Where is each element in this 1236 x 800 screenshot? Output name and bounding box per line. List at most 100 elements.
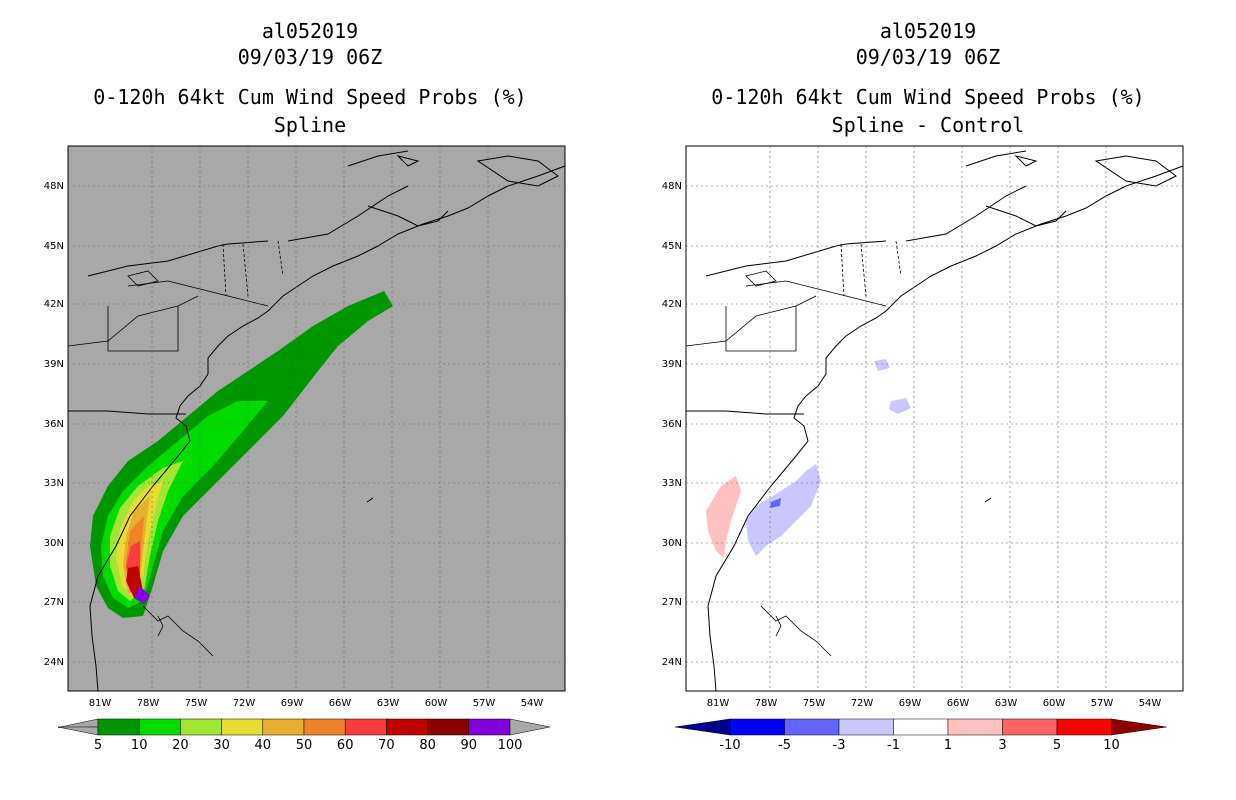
colorbar-label: 3 bbox=[998, 738, 1006, 753]
lon-label-57W: 57W bbox=[473, 698, 496, 709]
left-datetime: 09/03/19 06Z bbox=[237, 45, 383, 69]
lat-label-30N: 30N bbox=[44, 538, 64, 549]
colorbar-label: 10 bbox=[131, 738, 148, 753]
lon-label-54W: 54W bbox=[521, 698, 544, 709]
lon-label-57W: 57W bbox=[1091, 698, 1114, 709]
left-lat-labels: 48N 45N 42N 39N 36N 33N 30N 27N 24N bbox=[44, 181, 64, 668]
colorbar-swatch bbox=[97, 718, 140, 736]
colorbar-swatch bbox=[1056, 718, 1112, 736]
lat-label-36N: 36N bbox=[44, 419, 64, 430]
left-gridlines bbox=[68, 146, 565, 691]
lat-label-42N: 42N bbox=[662, 299, 682, 310]
colorbar-swatch bbox=[838, 718, 894, 736]
colorbar-swatch bbox=[893, 718, 949, 736]
left-lon-labels: 81W 78W 75W 72W 69W 66W 63W 60W 57W 54W bbox=[89, 698, 544, 709]
left-map bbox=[67, 145, 566, 692]
lon-label-63W: 63W bbox=[995, 698, 1018, 709]
lat-label-39N: 39N bbox=[44, 359, 64, 370]
colorbar-swatch bbox=[784, 718, 840, 736]
right-datetime: 09/03/19 06Z bbox=[855, 45, 1001, 69]
lon-label-72W: 72W bbox=[233, 698, 256, 709]
diff-pos-1 bbox=[706, 476, 741, 558]
lat-label-45N: 45N bbox=[662, 241, 682, 252]
lat-label-24N: 24N bbox=[44, 657, 64, 668]
colorbar-label: 5 bbox=[1053, 738, 1061, 753]
lon-label-78W: 78W bbox=[137, 698, 160, 709]
lon-label-69W: 69W bbox=[899, 698, 922, 709]
colorbar-label: 90 bbox=[461, 738, 478, 753]
left-product: 0-120h 64kt Cum Wind Speed Probs (%) bbox=[93, 85, 527, 109]
right-gridlines bbox=[686, 146, 1183, 691]
colorbar-label: 100 bbox=[498, 738, 523, 753]
right-product: 0-120h 64kt Cum Wind Speed Probs (%) bbox=[711, 85, 1145, 109]
lat-label-33N: 33N bbox=[662, 478, 682, 489]
colorbar-swatch bbox=[427, 718, 470, 736]
lat-label-39N: 39N bbox=[662, 359, 682, 370]
colorbar-swatch bbox=[386, 718, 428, 736]
left-subtitle: Spline bbox=[273, 113, 347, 137]
left-title: al052019 09/03/19 06Z 0-120h 64kt Cum Wi… bbox=[60, 18, 560, 138]
colorbar-swatch bbox=[1002, 718, 1058, 736]
right-lat-labels: 48N 45N 42N 39N 36N 33N 30N 27N 24N bbox=[662, 181, 682, 668]
colorbar-swatch bbox=[221, 718, 264, 736]
prob-5 bbox=[90, 291, 393, 618]
lat-label-45N: 45N bbox=[44, 241, 64, 252]
colorbar-swatch bbox=[729, 718, 785, 736]
right-storm-id: al052019 bbox=[879, 19, 977, 43]
lon-label-72W: 72W bbox=[851, 698, 874, 709]
lon-label-81W: 81W bbox=[707, 698, 730, 709]
lat-label-27N: 27N bbox=[662, 597, 682, 608]
right-title: al052019 09/03/19 06Z 0-120h 64kt Cum Wi… bbox=[678, 18, 1178, 138]
lon-label-75W: 75W bbox=[803, 698, 826, 709]
colorbar-swatch bbox=[262, 718, 305, 736]
lon-label-75W: 75W bbox=[185, 698, 208, 709]
lon-label-60W: 60W bbox=[1043, 698, 1066, 709]
lon-label-78W: 78W bbox=[755, 698, 778, 709]
colorbar-label: 80 bbox=[419, 738, 436, 753]
lon-label-81W: 81W bbox=[89, 698, 112, 709]
colorbar-left-end bbox=[57, 718, 99, 728]
lat-label-33N: 33N bbox=[44, 478, 64, 489]
colorbar-label: 40 bbox=[255, 738, 272, 753]
lon-label-66W: 66W bbox=[947, 698, 970, 709]
lon-label-54W: 54W bbox=[1139, 698, 1162, 709]
colorbar-label: 1 bbox=[944, 738, 952, 753]
diff-neg-3 bbox=[746, 464, 821, 556]
right-map bbox=[685, 145, 1184, 692]
colorbar-swatch bbox=[947, 718, 1003, 736]
colorbar-label: -5 bbox=[778, 738, 791, 753]
lat-label-24N: 24N bbox=[662, 657, 682, 668]
left-storm-id: al052019 bbox=[261, 19, 359, 43]
diff-neg-5 bbox=[770, 498, 781, 508]
diff-neg-3b bbox=[889, 398, 911, 414]
colorbar-swatch bbox=[138, 718, 181, 736]
lat-label-27N: 27N bbox=[44, 597, 64, 608]
colorbar-swatch bbox=[468, 718, 511, 736]
colorbar-swatch bbox=[344, 718, 387, 736]
colorbar-label: 10 bbox=[1103, 738, 1120, 753]
right-colorbar: -10 -5 -3 -1 1 3 5 10 bbox=[674, 718, 1167, 753]
colorbar-low-end bbox=[674, 718, 731, 736]
colorbar-right-end bbox=[509, 718, 551, 736]
right-subtitle: Spline - Control bbox=[831, 113, 1025, 137]
lat-label-48N: 48N bbox=[662, 181, 682, 192]
lon-label-66W: 66W bbox=[329, 698, 352, 709]
colorbar-label: 60 bbox=[337, 738, 354, 753]
colorbar-swatch bbox=[180, 718, 222, 736]
colorbar-label: 70 bbox=[378, 738, 395, 753]
right-lon-labels: 81W 78W 75W 72W 69W 66W 63W 60W 57W 54W bbox=[707, 698, 1162, 709]
colorbar-label: 50 bbox=[296, 738, 313, 753]
colorbar-label: -10 bbox=[719, 738, 740, 753]
lon-label-63W: 63W bbox=[377, 698, 400, 709]
lat-label-30N: 30N bbox=[662, 538, 682, 549]
diff-neg-3c bbox=[874, 359, 890, 371]
colorbar-label: -1 bbox=[887, 738, 900, 753]
prob-90 bbox=[134, 586, 150, 604]
colorbar-label: 30 bbox=[213, 738, 230, 753]
colorbar-left-end-b bbox=[57, 726, 99, 736]
lat-label-36N: 36N bbox=[662, 419, 682, 430]
lat-label-42N: 42N bbox=[44, 299, 64, 310]
lat-label-48N: 48N bbox=[44, 181, 64, 192]
colorbar-label: 20 bbox=[172, 738, 189, 753]
